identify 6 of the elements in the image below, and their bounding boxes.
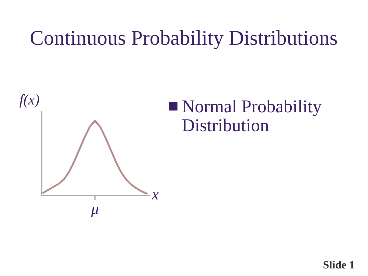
text: Slide 1 (324, 260, 354, 269)
text: μ (91, 207, 99, 218)
x-axis-title: x (152, 192, 159, 200)
y-axis-title: f(x) (20, 94, 40, 108)
chart-title: Continuous Probability Distributions (30, 30, 338, 50)
text: Normal Probability Distribution (182, 100, 322, 132)
